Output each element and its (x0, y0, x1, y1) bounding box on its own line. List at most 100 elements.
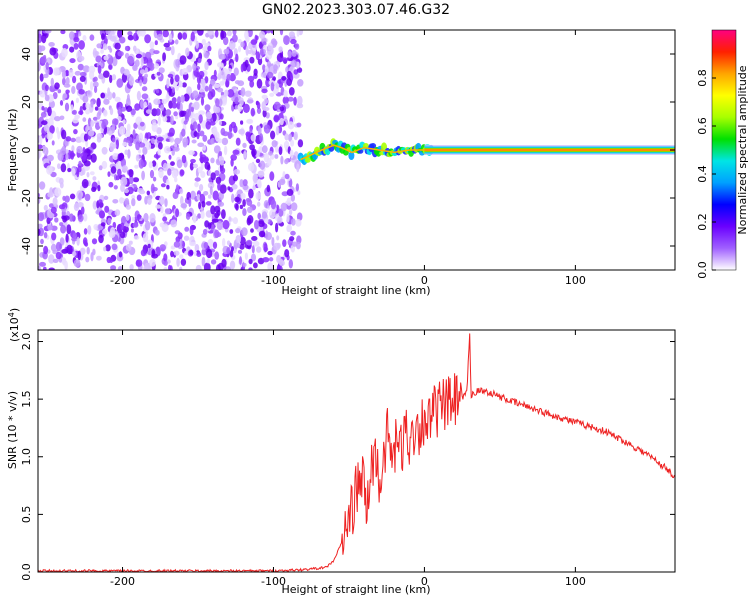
heatmap-cell (205, 121, 211, 130)
heatmap-cell (183, 235, 190, 241)
heatmap-cell (209, 185, 213, 196)
heatmap-cell (72, 109, 77, 115)
heatmap-cell (47, 154, 54, 162)
heatmap-cell (78, 55, 85, 62)
heatmap-cell (250, 228, 254, 233)
heatmap-cell (89, 81, 94, 91)
heatmap-cell (244, 59, 249, 68)
heatmap-cell (167, 132, 174, 137)
heatmap-cell (71, 167, 76, 177)
heatmap-cell (52, 92, 58, 100)
heatmap-cell (269, 171, 275, 181)
heatmap-cell (109, 107, 114, 116)
heatmap-cell (193, 251, 198, 256)
heatmap-cell (41, 106, 45, 111)
heatmap-cell (64, 195, 70, 203)
heatmap-cell (65, 89, 70, 94)
heatmap-cell (112, 199, 119, 204)
heatmap-cell (91, 238, 98, 245)
heatmap-cell (78, 160, 82, 166)
heatmap-cell (228, 216, 232, 222)
spectrogram-y-axis: -40 -20 0 20 40 (20, 47, 675, 255)
heatmap-cell (214, 30, 219, 38)
heatmap-cell (246, 199, 253, 207)
heatmap-cell (74, 70, 82, 76)
heatmap-cell (59, 115, 65, 121)
heatmap-cell (185, 47, 190, 57)
heatmap-cell (144, 34, 152, 44)
heatmap-cell (199, 184, 204, 192)
heatmap-cell (121, 165, 128, 172)
heatmap-cell (249, 80, 255, 88)
heatmap-cell (292, 241, 298, 247)
heatmap-cell (244, 252, 248, 260)
x-tick-label: 100 (565, 575, 586, 588)
heatmap-cell (112, 118, 119, 126)
heatmap-cell (295, 183, 299, 192)
heatmap-cell (156, 136, 164, 142)
heatmap-cell (151, 249, 156, 257)
heatmap-cell (195, 264, 202, 270)
heatmap-cell (281, 191, 289, 197)
heatmap-cell (235, 53, 239, 63)
heatmap-cell (297, 190, 301, 195)
heatmap-cell (52, 258, 59, 263)
heatmap-cell (254, 173, 258, 182)
heatmap-cell (109, 74, 113, 84)
heatmap-cell (54, 217, 59, 223)
heatmap-cell (127, 55, 134, 66)
heatmap-cell (265, 30, 272, 34)
heatmap-cell (136, 214, 142, 220)
colorbar-label: Normalized spectral amplitude (736, 65, 749, 234)
heatmap-cell (136, 30, 142, 37)
heatmap-cell (77, 202, 84, 208)
heatmap-cell (259, 31, 266, 39)
heatmap-cell (175, 58, 181, 68)
heatmap-cell (78, 40, 85, 50)
heatmap-cell (201, 200, 206, 208)
heatmap-cell (175, 184, 179, 193)
heatmap-cell (85, 102, 90, 109)
heatmap-cell (200, 171, 206, 178)
heatmap-cell (238, 45, 241, 53)
heatmap-cell (279, 30, 284, 36)
heatmap-cell (198, 114, 203, 122)
heatmap-cell (54, 187, 62, 197)
heatmap-cell (288, 31, 295, 38)
heatmap-cell (40, 111, 47, 118)
heatmap-cell (162, 30, 169, 38)
heatmap-cell (54, 82, 60, 90)
heatmap-cell (226, 247, 231, 254)
heatmap-cell (114, 96, 121, 103)
heatmap-cell (185, 213, 191, 220)
heatmap-cell (198, 57, 202, 64)
heatmap-cell (211, 218, 219, 223)
y-tick-label: 1.0 (20, 448, 33, 466)
heatmap-cell (138, 189, 146, 195)
heatmap-cell (38, 265, 41, 270)
heatmap-cell (273, 101, 281, 110)
heatmap-cell (41, 33, 47, 44)
heatmap-cell (180, 203, 188, 209)
heatmap-cell (80, 152, 87, 160)
heatmap-cell (174, 176, 178, 183)
heatmap-cell (217, 62, 224, 68)
heatmap-cell (287, 121, 295, 130)
heatmap-cell (290, 194, 295, 202)
heatmap-cell (38, 228, 41, 237)
heatmap-cell (73, 259, 81, 267)
signal-blob (348, 151, 355, 161)
heatmap-cell (248, 267, 253, 270)
heatmap-cell (179, 55, 187, 65)
heatmap-cell (220, 167, 226, 174)
heatmap-cell (222, 237, 226, 248)
heatmap-cell (51, 232, 57, 241)
heatmap-cell (278, 208, 284, 217)
heatmap-cell (64, 260, 68, 270)
heatmap-cell (118, 251, 123, 258)
heatmap-cell (242, 179, 248, 187)
heatmap-cell (166, 78, 170, 89)
heatmap-cell (199, 91, 206, 99)
heatmap-cell (220, 127, 226, 136)
heatmap-cell (242, 199, 246, 207)
